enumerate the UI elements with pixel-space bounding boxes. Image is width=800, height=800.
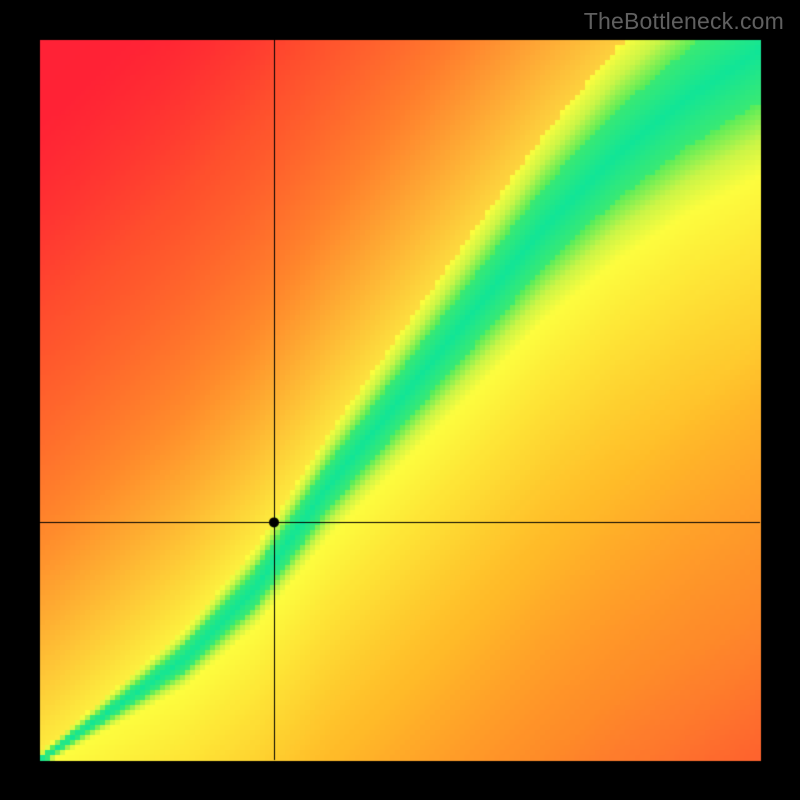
watermark-text: TheBottleneck.com — [584, 8, 784, 35]
stage: TheBottleneck.com — [0, 0, 800, 800]
heatmap-canvas — [0, 0, 800, 800]
